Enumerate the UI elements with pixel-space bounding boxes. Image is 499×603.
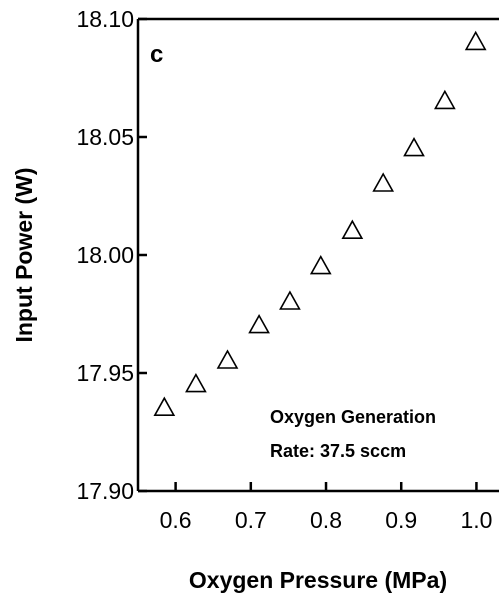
data-point-triangle [153,396,176,417]
y-tick-label: 18.10 [76,6,134,32]
annotation-line-2: Rate: 37.5 sccm [270,441,406,461]
annotation-line-1: Oxygen Generation [270,407,436,427]
data-point-triangle [185,372,207,393]
x-tick-label: 0.8 [310,507,342,533]
panel-label: c [150,41,163,68]
data-point-triangle [216,349,239,369]
data-point-triangle [372,172,395,192]
data-points [153,30,487,417]
x-tick-label: 1.0 [460,507,492,533]
data-point-triangle [403,136,425,157]
y-tick-label: 17.90 [76,478,134,504]
y-axis-title: Input Power (W) [11,167,37,342]
data-point-triangle [464,30,487,51]
y-tick-label: 18.00 [76,242,134,268]
y-tick-label: 17.95 [76,360,134,386]
data-point-triangle [248,313,270,334]
data-point-triangle [279,290,301,310]
y-tick-label: 18.05 [76,124,134,150]
y-ticks: 17.90 17.95 18.00 18.05 18.10 [76,6,147,504]
x-ticks: 0.6 0.7 0.8 0.9 1.0 [160,482,492,533]
data-point-triangle [433,89,456,110]
data-point-triangle [341,219,364,239]
x-tick-label: 0.7 [235,507,267,533]
x-axis-title: Oxygen Pressure (MPa) [189,567,447,593]
x-tick-label: 0.9 [385,507,417,533]
x-tick-label: 0.6 [160,507,192,533]
data-point-triangle [309,254,332,275]
